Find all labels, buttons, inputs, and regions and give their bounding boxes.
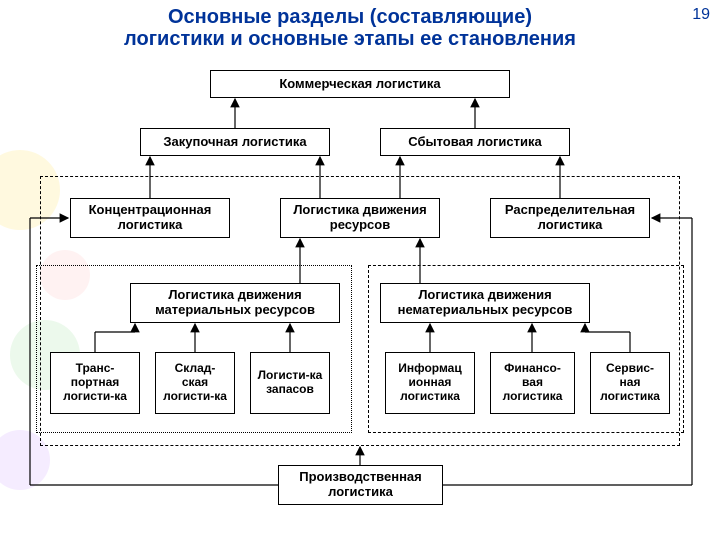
node-procurement: Закупочная логистика (140, 128, 330, 156)
node-commercial: Коммерческая логистика (210, 70, 510, 98)
title-line-1: Основные разделы (составляющие) (20, 6, 680, 28)
node-sales: Сбытовая логистика (380, 128, 570, 156)
node-transport: Транс-портная логисти-ка (50, 352, 140, 414)
node-concentration: Концентрационная логистика (70, 198, 230, 238)
node-finance: Финансо-вая логистика (490, 352, 575, 414)
page-number: 19 (692, 6, 710, 24)
node-warehouse: Склад-ская логисти-ка (155, 352, 235, 414)
title-line-2: логистики и основные этапы ее становлени… (20, 28, 680, 50)
node-service: Сервис-ная логистика (590, 352, 670, 414)
page-title: Основные разделы (составляющие) логистик… (20, 6, 680, 50)
node-information: Информац ионная логистика (385, 352, 475, 414)
node-production: Производственная логистика (278, 465, 443, 505)
node-nonmaterial: Логистика движения нематериальных ресурс… (380, 283, 590, 323)
node-distribution: Распределительная логистика (490, 198, 650, 238)
node-movement: Логистика движения ресурсов (280, 198, 440, 238)
node-stock: Логисти-ка запасов (250, 352, 330, 414)
node-material: Логистика движения материальных ресурсов (130, 283, 340, 323)
